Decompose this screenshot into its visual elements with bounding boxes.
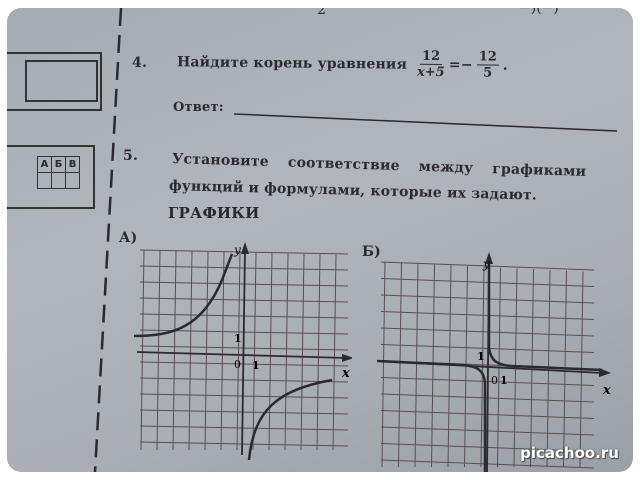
graph-a-x-axis bbox=[136, 351, 348, 359]
graph-a-y-label: y bbox=[233, 243, 241, 257]
graph-b-label: Б) bbox=[362, 244, 381, 260]
grid-line bbox=[139, 441, 349, 447]
grid-line bbox=[236, 252, 241, 451]
grid-line bbox=[139, 377, 349, 383]
grid-line bbox=[316, 254, 321, 451]
graph-a-unit-y: 1 bbox=[234, 332, 242, 345]
answer-box-4[interactable] bbox=[25, 60, 98, 102]
task4-question: Найдите корень уравнения 12 x+5 =− 12 5 … bbox=[176, 46, 508, 81]
grid-line bbox=[398, 262, 402, 468]
grid-line bbox=[431, 264, 435, 468]
fraction-right-denominator: 5 bbox=[483, 65, 493, 81]
answer-box-frame bbox=[7, 52, 102, 111]
graph-b-x-arrow-icon bbox=[599, 368, 611, 377]
graph-b-y-label: y bbox=[482, 257, 490, 271]
fraction-left-denominator: x+5 bbox=[416, 64, 445, 81]
answer-line[interactable] bbox=[232, 108, 632, 138]
task5-number: 5. bbox=[123, 148, 139, 164]
grid-line bbox=[204, 251, 209, 451]
graph-a-x-label: x bbox=[341, 366, 350, 381]
fraction-right-numerator: 12 bbox=[476, 49, 499, 66]
graph-b: y x 0 1 1 bbox=[377, 252, 611, 472]
fraction-left: 12 x+5 bbox=[416, 48, 445, 81]
graph-b-origin: 0 bbox=[491, 374, 498, 387]
graph-b-curve-left bbox=[377, 359, 487, 472]
grid-line bbox=[381, 261, 386, 468]
period: . bbox=[502, 57, 508, 74]
answer-cell-a[interactable] bbox=[37, 172, 52, 189]
graph-b-curve-right bbox=[487, 262, 603, 372]
grid-line bbox=[156, 250, 161, 451]
graph-a: y x 0 1 1 bbox=[133, 242, 352, 461]
graph-a-y-axis bbox=[241, 247, 246, 456]
photo-of-exam-page: 2 −)(−) А Б В 4. Найдите корень уравнени… bbox=[7, 8, 633, 472]
graph-a-y-arrow-icon bbox=[241, 242, 249, 254]
grid-line bbox=[414, 263, 419, 468]
graph-b-y-arrow-icon bbox=[485, 252, 493, 264]
header-b: Б bbox=[51, 156, 66, 173]
grid-line bbox=[380, 261, 595, 271]
answer-label: Ответ: bbox=[173, 100, 224, 115]
grid-line bbox=[252, 252, 257, 451]
grid-line bbox=[140, 249, 145, 451]
grid-line bbox=[447, 265, 452, 468]
answer-cell-v[interactable] bbox=[65, 172, 80, 189]
header-v: В bbox=[65, 156, 80, 173]
grid-line bbox=[139, 425, 349, 431]
top-fragment-right: −)(−) bbox=[519, 8, 559, 16]
answer-table-5[interactable]: А Б В bbox=[37, 156, 80, 189]
watermark: picachoo.ru bbox=[520, 444, 619, 462]
answer-box-frame-5 bbox=[7, 145, 95, 209]
grid-line bbox=[172, 250, 177, 451]
graph-b-unit-x: 1 bbox=[500, 374, 508, 387]
fraction-right: 12 5 bbox=[476, 49, 499, 81]
equals-minus: =− bbox=[448, 56, 473, 73]
top-fragment-left: 2 bbox=[317, 8, 326, 18]
grid-line bbox=[139, 393, 349, 399]
grid-line bbox=[380, 294, 595, 304]
grid-line bbox=[380, 278, 595, 287]
graph-b-unit-y: 1 bbox=[477, 350, 485, 363]
graph-a-curve-left bbox=[133, 253, 234, 338]
task4-number: 4. bbox=[132, 55, 148, 71]
grid-line bbox=[300, 253, 305, 451]
grid-line bbox=[284, 253, 289, 451]
grid-line bbox=[220, 251, 225, 451]
graph-a-origin: 0 bbox=[234, 358, 241, 371]
graph-a-unit-x: 1 bbox=[252, 359, 260, 372]
grid-line bbox=[380, 311, 595, 320]
grid-line bbox=[268, 253, 273, 451]
graph-a-x-arrow-icon bbox=[342, 354, 352, 362]
grid-line bbox=[332, 254, 337, 451]
grid-line bbox=[188, 251, 193, 451]
graph-a-label: А) bbox=[119, 230, 138, 246]
task4-text: Найдите корень уравнения bbox=[176, 53, 408, 73]
grid-line bbox=[139, 409, 349, 415]
fraction-left-numerator: 12 bbox=[419, 48, 443, 66]
header-a: А bbox=[37, 156, 52, 173]
section-title-graphs: ГРАФИКИ bbox=[168, 204, 260, 222]
answer-cell-b[interactable] bbox=[51, 172, 66, 189]
dashed-margin-line bbox=[93, 8, 123, 472]
graph-a-curve-right bbox=[247, 378, 333, 461]
graph-b-x-label: x bbox=[602, 383, 611, 398]
